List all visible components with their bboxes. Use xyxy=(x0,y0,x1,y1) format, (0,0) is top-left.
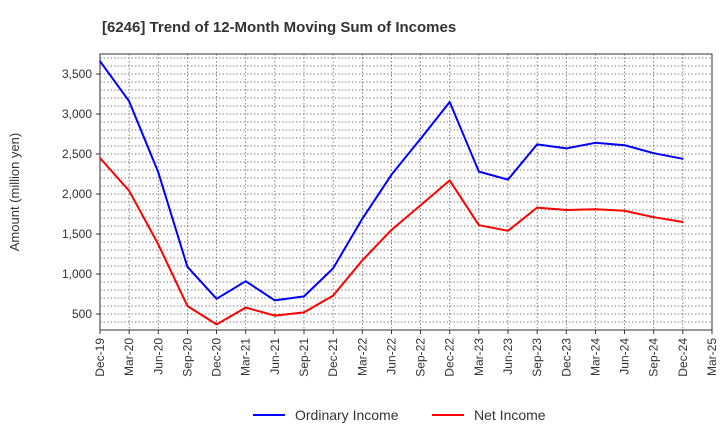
data-point xyxy=(303,295,305,298)
y-tick-label: 2,500 xyxy=(62,147,92,161)
data-point xyxy=(244,306,247,309)
x-tick-label: Sep-20 xyxy=(180,338,194,377)
data-point xyxy=(390,174,393,176)
data-point xyxy=(332,267,334,270)
data-point xyxy=(419,204,422,206)
legend-label: Ordinary Income xyxy=(295,407,399,423)
x-tick-label: Mar-24 xyxy=(588,338,602,376)
data-point xyxy=(419,138,422,140)
x-tick-label: Mar-20 xyxy=(122,338,136,376)
plot-frame xyxy=(99,53,713,331)
data-point xyxy=(594,142,597,144)
data-point xyxy=(186,305,189,307)
x-tick-label: Dec-22 xyxy=(443,338,457,377)
x-axis-ticks: Dec-19 Mar-20 Jun-20 Sep-20 Dec-20 Mar-21 Jun-… xyxy=(93,330,719,377)
data-point xyxy=(303,311,305,314)
data-point xyxy=(157,171,160,174)
x-tick-label: Dec-20 xyxy=(210,338,224,377)
y-tick-label: 1,000 xyxy=(62,267,92,281)
data-point xyxy=(565,209,568,211)
data-point xyxy=(332,294,334,297)
data-point xyxy=(478,224,480,226)
data-point xyxy=(507,178,509,181)
y-tick-label: 3,500 xyxy=(62,67,92,81)
data-point xyxy=(623,210,626,212)
data-point xyxy=(215,298,218,300)
y-tick-label: 2,000 xyxy=(62,187,92,201)
x-tick-label: Dec-21 xyxy=(326,338,340,377)
data-point xyxy=(244,280,247,283)
legend-label: Net Income xyxy=(474,407,546,423)
data-point xyxy=(682,221,684,223)
data-point xyxy=(361,259,364,262)
y-axis-label: Amount (million yen) xyxy=(7,133,22,252)
x-tick-label: Dec-24 xyxy=(676,338,690,377)
data-point xyxy=(215,323,218,326)
data-point xyxy=(157,243,160,246)
x-tick-label: Sep-22 xyxy=(414,338,428,377)
x-tick-label: Sep-21 xyxy=(297,338,311,377)
x-tick-label: Jun-22 xyxy=(384,338,398,375)
chart-title: [6246] Trend of 12-Month Moving Sum of I… xyxy=(102,19,456,36)
data-point xyxy=(448,101,451,103)
data-point xyxy=(99,157,101,159)
y-tick-label: 3,000 xyxy=(62,107,92,121)
x-tick-label: Sep-24 xyxy=(647,338,661,377)
data-point xyxy=(623,144,626,146)
y-tick-label: 500 xyxy=(72,307,92,321)
x-tick-label: Sep-23 xyxy=(530,338,544,377)
data-point xyxy=(478,170,480,173)
x-tick-label: Mar-23 xyxy=(472,338,486,376)
series-lines xyxy=(99,60,684,326)
data-point xyxy=(536,206,538,209)
data-point xyxy=(274,314,276,317)
data-point xyxy=(99,60,101,62)
x-tick-label: Mar-22 xyxy=(355,338,369,376)
data-point xyxy=(361,218,364,220)
data-point xyxy=(507,230,509,232)
data-point xyxy=(652,216,655,218)
x-tick-label: Jun-21 xyxy=(268,338,282,375)
y-tick-label: 1,500 xyxy=(62,227,92,241)
data-point xyxy=(274,299,276,302)
grid xyxy=(100,54,712,330)
x-tick-label: Jun-23 xyxy=(501,338,515,375)
data-point xyxy=(536,143,538,146)
data-point xyxy=(565,147,568,150)
data-point xyxy=(186,266,189,268)
legend: Ordinary Income Net Income xyxy=(253,407,546,423)
data-point xyxy=(594,208,597,210)
data-point xyxy=(682,158,684,160)
x-tick-label: Dec-19 xyxy=(93,338,107,377)
y-axis-ticks: 500 1,000 1,500 2,000 2,500 3,000 3,500 xyxy=(62,67,100,321)
data-point xyxy=(652,152,655,154)
data-point xyxy=(128,100,130,102)
x-tick-label: Mar-21 xyxy=(239,338,253,376)
data-point xyxy=(390,229,393,231)
x-tick-label: Dec-23 xyxy=(559,338,573,377)
x-tick-label: Jun-20 xyxy=(151,338,165,375)
x-tick-label: Mar-25 xyxy=(705,338,719,376)
x-tick-label: Jun-24 xyxy=(618,338,632,375)
data-point xyxy=(128,190,130,192)
data-point xyxy=(448,179,451,182)
